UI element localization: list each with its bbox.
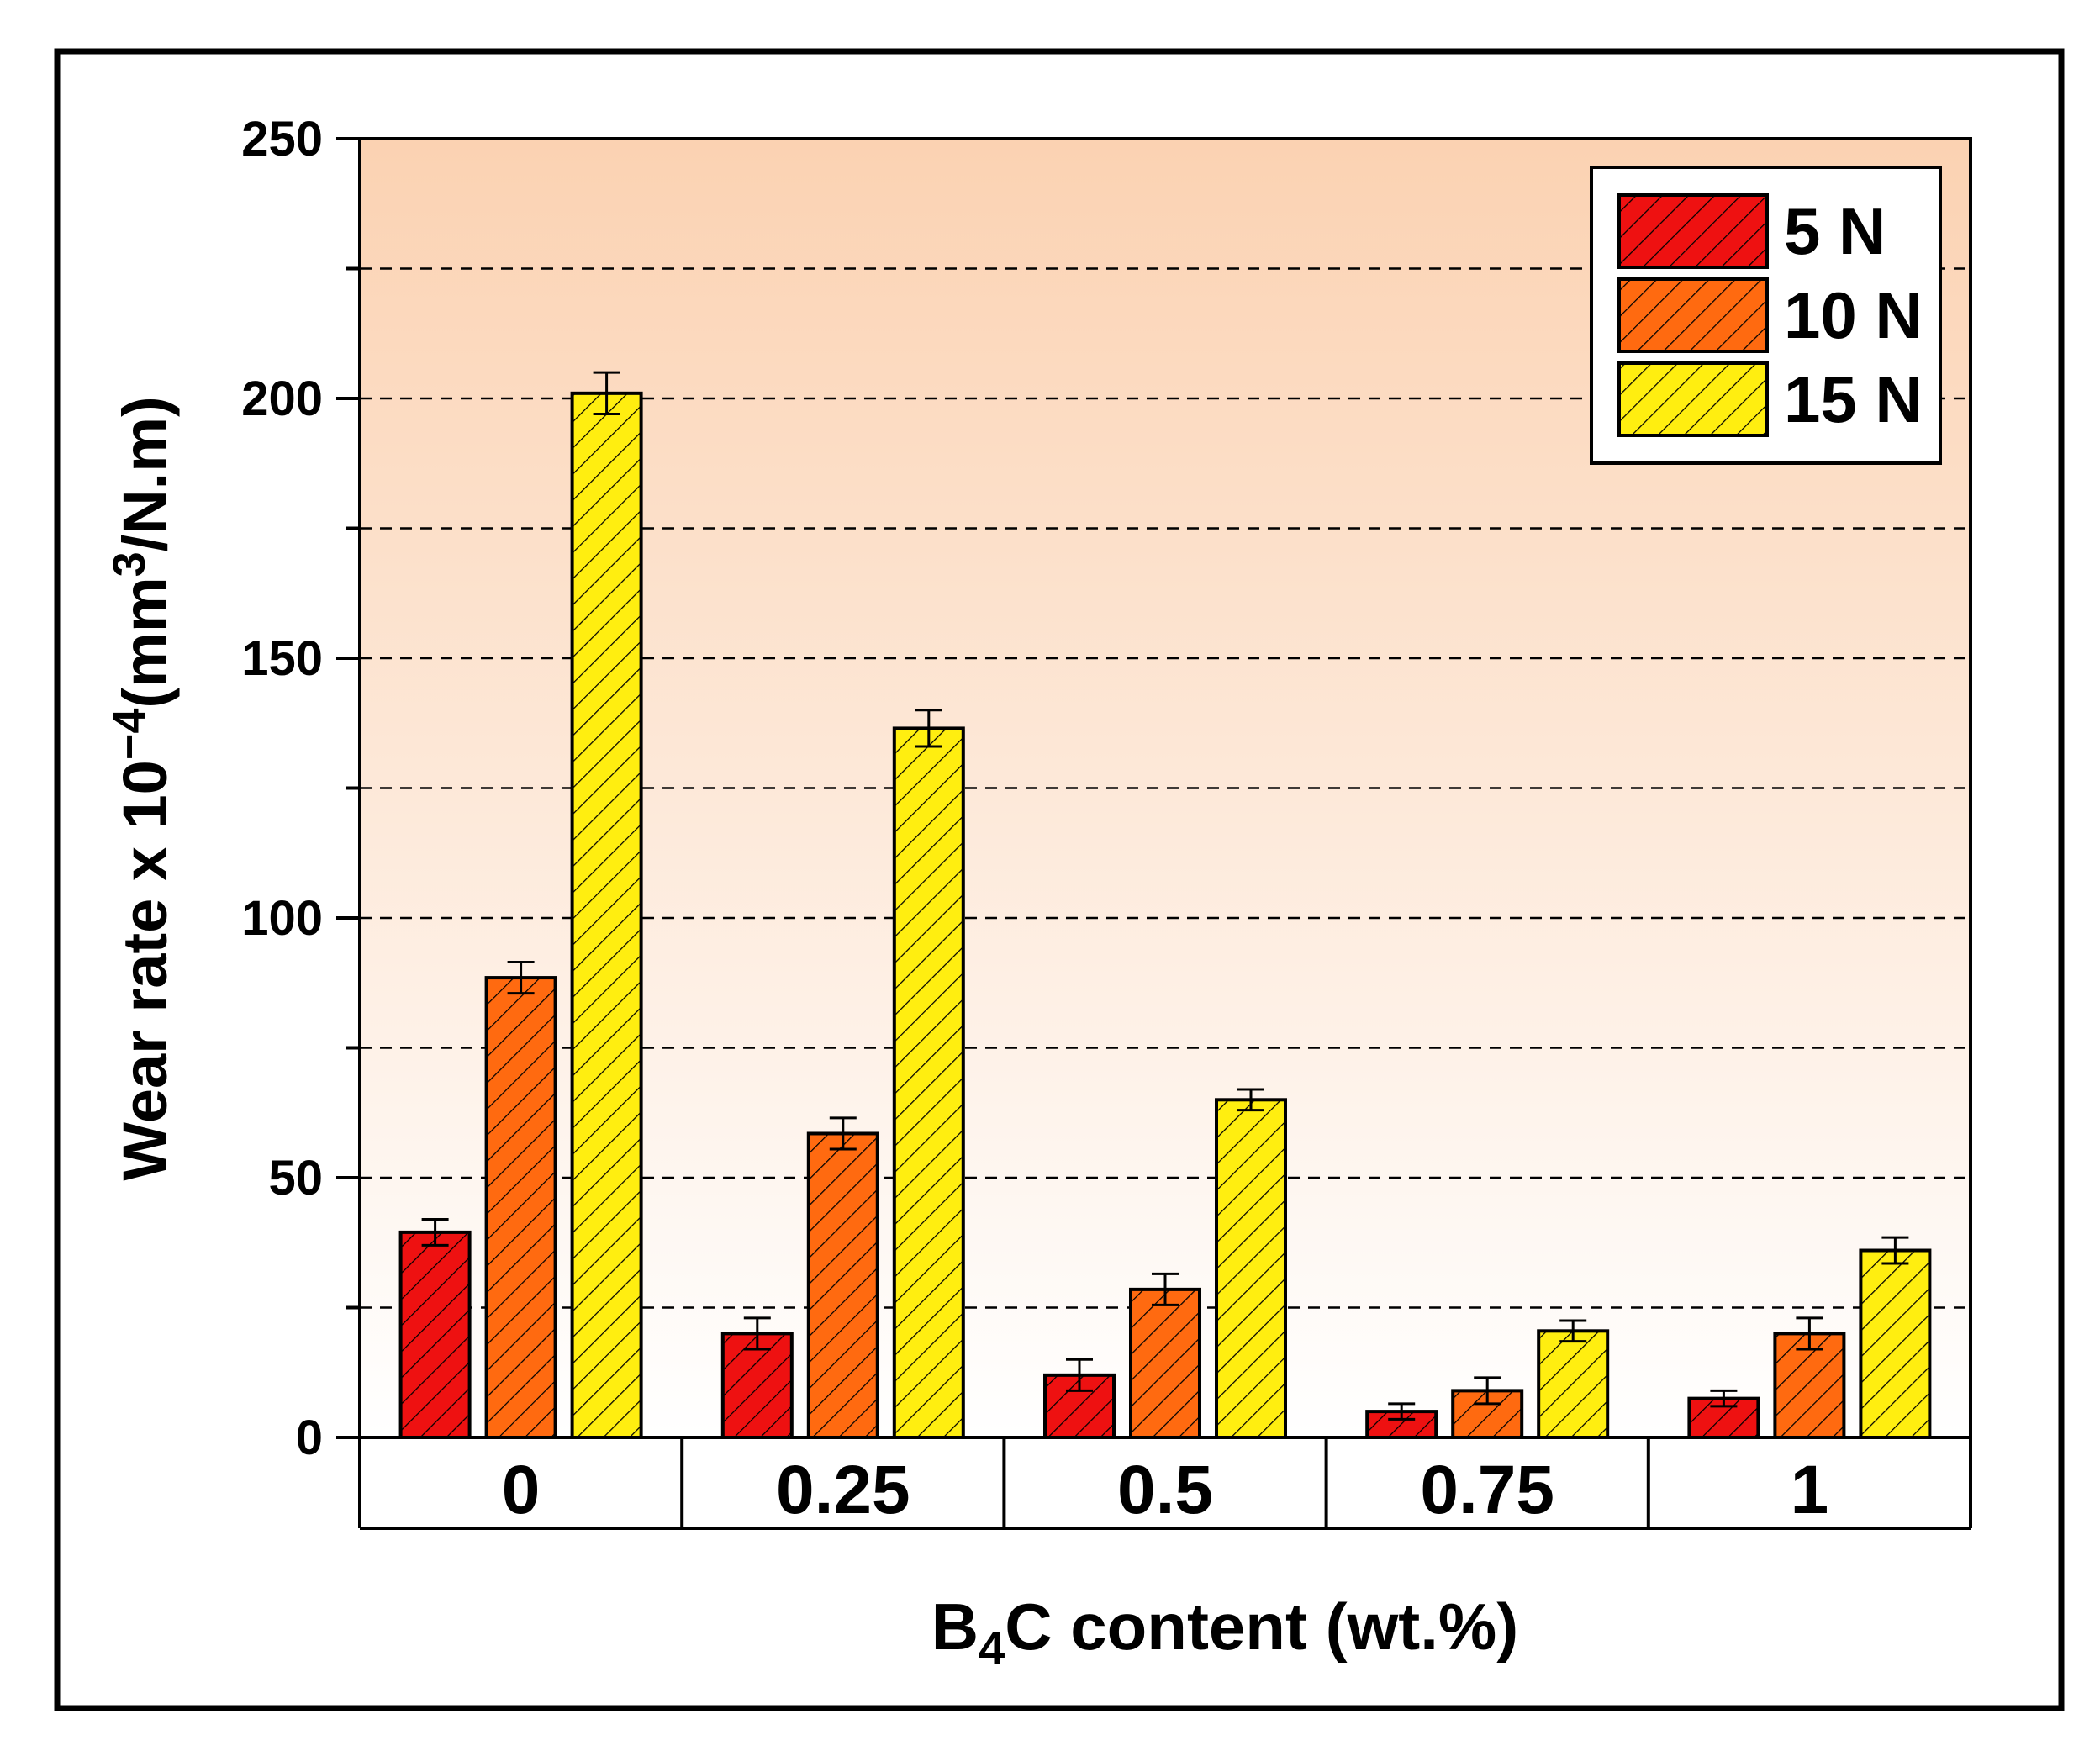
bar-hatch-outline xyxy=(806,1131,879,1439)
legend-swatch-outline xyxy=(1617,193,1769,269)
bar-hatch-outline xyxy=(1215,1098,1287,1440)
category-label: 0.25 xyxy=(776,1452,910,1528)
x-axis-title: B4C content (wt.%) xyxy=(931,1590,1518,1675)
category-label: 0.75 xyxy=(1420,1452,1554,1528)
category-label: 0 xyxy=(502,1452,541,1528)
y-axis-title: Wear rate x 10−4(mm3/N.m) xyxy=(104,396,180,1180)
bar-hatch-outline xyxy=(1129,1287,1201,1439)
bar-hatch-outline xyxy=(1537,1329,1610,1440)
category-label: 0.5 xyxy=(1117,1452,1213,1528)
bar-series xyxy=(398,371,1932,1440)
bar-hatch-outline xyxy=(398,1230,472,1440)
y-tick-label: 50 xyxy=(268,1151,323,1205)
y-axis: 0 50 100 150 200 250 xyxy=(241,112,360,1465)
legend-swatch-outline xyxy=(1617,277,1769,353)
legend-label: 10 N xyxy=(1784,278,1923,352)
legend-swatch-outline xyxy=(1617,361,1769,437)
bar-hatch-outline xyxy=(892,726,965,1439)
y-tick-label: 150 xyxy=(241,631,323,686)
category-label: 1 xyxy=(1791,1452,1829,1528)
bar-hatch-outline xyxy=(1687,1396,1760,1440)
legend-label: 5 N xyxy=(1784,194,1886,268)
bar-hatch-outline xyxy=(1859,1248,1932,1440)
category-table: 0 0.25 0.5 0.75 1 xyxy=(358,1437,1972,1530)
legend-label: 15 N xyxy=(1784,362,1923,436)
bar-hatch-outline xyxy=(570,391,643,1440)
y-tick-label: 100 xyxy=(241,891,323,946)
y-tick-label: 0 xyxy=(296,1411,323,1465)
y-tick-label: 200 xyxy=(241,372,323,426)
bar-hatch-outline xyxy=(720,1332,794,1440)
legend: 5 N 10 N 15 N xyxy=(1590,166,1942,465)
y-tick-label: 250 xyxy=(241,112,323,166)
bar-hatch-outline xyxy=(484,976,557,1439)
